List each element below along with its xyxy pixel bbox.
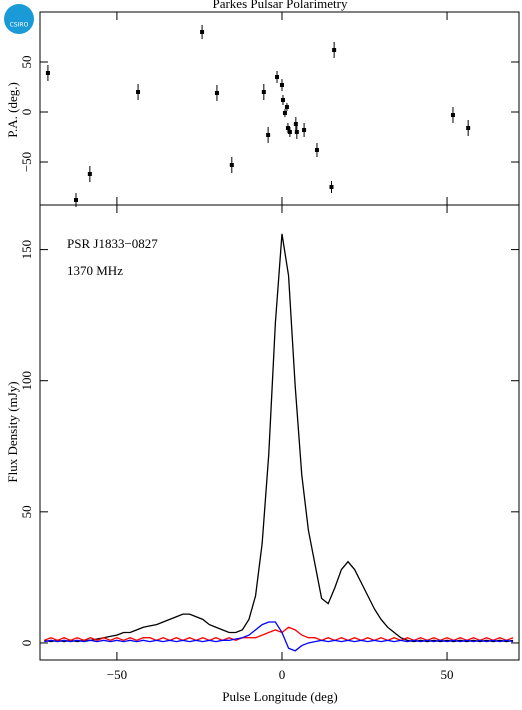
x-tick-label: 50 <box>441 667 454 682</box>
panel-frame <box>39 204 520 661</box>
point <box>294 130 299 134</box>
point <box>314 148 319 152</box>
profile-line <box>44 621 514 652</box>
y-axis-label: P.A. (deg.) <box>5 82 20 138</box>
point <box>200 30 205 34</box>
y-tick-label: 50 <box>19 56 34 69</box>
point <box>266 133 271 137</box>
point <box>229 163 234 167</box>
point <box>293 122 298 126</box>
point <box>284 105 289 109</box>
point <box>45 71 50 75</box>
point <box>450 113 455 117</box>
x-tick-label: 0 <box>279 667 286 682</box>
point <box>285 126 290 130</box>
point <box>261 90 266 94</box>
logo-badge <box>4 4 34 34</box>
point <box>332 48 337 52</box>
point <box>287 130 292 134</box>
y-tick-label: 0 <box>19 109 34 116</box>
x-tick-label: −50 <box>107 667 127 682</box>
point <box>73 198 78 202</box>
point <box>279 83 284 87</box>
y-tick-label: 150 <box>19 240 34 260</box>
point <box>466 126 471 130</box>
point <box>329 185 334 189</box>
point <box>87 172 92 176</box>
logo-text: CSIRO <box>10 22 29 29</box>
y-tick-label: 0 <box>19 640 34 647</box>
chart-title: Parkes Pulsar Polarimetry <box>212 0 348 11</box>
profile-line <box>44 233 514 643</box>
y-tick-label: −50 <box>19 152 34 172</box>
y-axis-label: Flux Density (mJy) <box>5 381 20 482</box>
annotation: 1370 MHz <box>67 263 123 278</box>
annotation: PSR J1833−0827 <box>67 236 158 251</box>
point <box>302 128 307 132</box>
profile-line <box>44 626 514 642</box>
x-axis-label: Pulse Longitude (deg) <box>222 689 338 704</box>
point <box>280 98 285 102</box>
panel-frame <box>39 11 520 206</box>
point <box>275 75 280 79</box>
point <box>136 90 141 94</box>
point <box>214 91 219 95</box>
y-tick-label: 100 <box>19 371 34 391</box>
y-tick-label: 50 <box>19 505 34 518</box>
point <box>282 111 287 115</box>
